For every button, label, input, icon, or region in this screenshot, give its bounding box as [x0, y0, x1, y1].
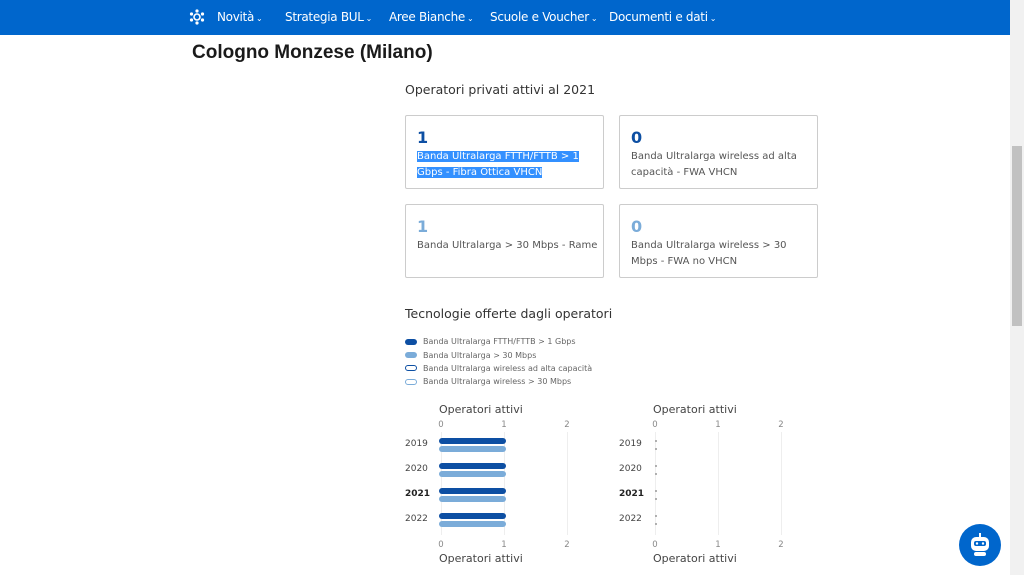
legend-swatch [405, 378, 417, 385]
axis-title-top: Operatori attivi [439, 403, 523, 416]
page-title: Cologno Monzese (Milano) [192, 42, 433, 63]
bar[interactable] [439, 438, 506, 444]
x-tick-label: 0 [438, 540, 444, 550]
y-tick-label: 2019 [619, 439, 642, 449]
bar-zero-marker [655, 473, 657, 475]
y-tick-label: 2022 [619, 514, 642, 524]
card-value: 1 [417, 128, 429, 147]
chevron-down-icon: ⌄ [466, 14, 474, 23]
technologies-title: Tecnologie offerte dagli operatori [405, 306, 613, 321]
axis-title-top: Operatori attivi [653, 403, 737, 416]
bar-zero-marker [655, 440, 657, 442]
x-tick-label: 1 [715, 420, 721, 430]
x-tick-label: 2 [778, 540, 784, 550]
x-tick-label: 0 [652, 540, 658, 550]
x-tick-label: 2 [564, 540, 570, 550]
bar-zero-marker [655, 498, 657, 500]
legend-item[interactable]: Banda Ultralarga FTTH/FTTB > 1 Gbps [405, 335, 592, 348]
bar[interactable] [439, 496, 506, 502]
bar-zero-marker [655, 465, 657, 467]
x-tick-label: 1 [715, 540, 721, 550]
x-tick-label: 2 [778, 420, 784, 430]
nav-label: Scuole e Voucher [490, 10, 589, 24]
logo-icon[interactable] [189, 9, 205, 25]
grid-line [441, 432, 442, 535]
chevron-down-icon: ⌄ [709, 14, 717, 23]
chevron-down-icon: ⌄ [590, 14, 598, 23]
chatbot-button[interactable] [959, 524, 1001, 566]
operator-card-ftth: 1 Banda Ultralarga FTTH/FTTB > 1 Gbps - … [405, 115, 604, 189]
grid-line [655, 432, 656, 535]
legend-swatch [405, 338, 417, 345]
nav-label: Novità [217, 10, 255, 24]
top-navbar: Novità ⌄ Strategia BUL ⌄ Aree Bianche ⌄ Scu… [0, 0, 1010, 35]
bar[interactable] [439, 488, 506, 494]
y-tick-label: 2021 [405, 489, 431, 499]
bar[interactable] [439, 463, 506, 469]
nav-scuole-voucher[interactable]: Scuole e Voucher ⌄ [490, 10, 598, 24]
bar[interactable] [439, 446, 506, 452]
robot-icon [971, 533, 989, 556]
nav-strategia-bul[interactable]: Strategia BUL ⌄ [285, 10, 372, 24]
card-label: Banda Ultralarga wireless > 30 Mbps - FW… [631, 240, 787, 267]
scrollbar-thumb[interactable] [1012, 146, 1022, 326]
y-tick-label: 2022 [405, 514, 428, 524]
x-tick-label: 0 [438, 420, 444, 430]
bar[interactable] [439, 513, 506, 519]
grid-line [781, 432, 782, 535]
card-label: Banda Ultralarga FTTH/FTTB > 1 Gbps - Fi… [417, 151, 579, 178]
grid-line [504, 432, 505, 535]
operator-card-fwa-no-vhcn: 0 Banda Ultralarga wireless > 30 Mbps - … [619, 204, 818, 278]
legend-item[interactable]: Banda Ultralarga wireless ad alta capaci… [405, 362, 592, 375]
card-label: Banda Ultralarga > 30 Mbps - Rame [417, 240, 598, 251]
x-tick-label: 0 [652, 420, 658, 430]
y-tick-label: 2020 [405, 464, 428, 474]
bar-zero-marker [655, 448, 657, 450]
y-tick-label: 2019 [405, 439, 428, 449]
y-tick-label: 2020 [619, 464, 642, 474]
nav-label: Documenti e dati [609, 10, 708, 24]
bar-zero-marker [655, 523, 657, 525]
nav-aree-bianche[interactable]: Aree Bianche ⌄ [389, 10, 474, 24]
card-value: 0 [631, 128, 643, 147]
operators-title: Operatori privati attivi al 2021 [405, 82, 596, 97]
operator-card-fwa-vhcn: 0 Banda Ultralarga wireless ad alta capa… [619, 115, 818, 189]
x-tick-label: 2 [564, 420, 570, 430]
bar-zero-marker [655, 490, 657, 492]
nav-label: Aree Bianche [389, 10, 465, 24]
legend-item[interactable]: Banda Ultralarga wireless > 30 Mbps [405, 375, 592, 388]
chart-legend: Banda Ultralarga FTTH/FTTB > 1 Gbps Band… [405, 335, 592, 389]
operator-card-rame: 1 Banda Ultralarga > 30 Mbps - Rame [405, 204, 604, 278]
y-tick-label: 2021 [619, 489, 645, 499]
x-tick-label: 1 [501, 420, 507, 430]
legend-item[interactable]: Banda Ultralarga > 30 Mbps [405, 348, 592, 361]
card-value: 1 [417, 217, 429, 236]
grid-line [718, 432, 719, 535]
legend-swatch [405, 365, 417, 372]
chevron-down-icon: ⌄ [256, 14, 263, 23]
axis-title-bottom: Operatori attivi [439, 552, 523, 565]
nav-label: Strategia BUL [285, 10, 364, 24]
bar[interactable] [439, 521, 506, 527]
legend-swatch [405, 352, 417, 359]
nav-documenti-dati[interactable]: Documenti e dati ⌄ [609, 10, 716, 24]
card-value: 0 [631, 217, 643, 236]
grid-line [567, 432, 568, 535]
bar[interactable] [439, 471, 506, 477]
chevron-down-icon: ⌄ [365, 14, 373, 23]
bar-zero-marker [655, 515, 657, 517]
nav-novita[interactable]: Novità ⌄ [217, 10, 263, 24]
card-label: Banda Ultralarga wireless ad alta capaci… [631, 151, 797, 178]
axis-title-bottom: Operatori attivi [653, 552, 737, 565]
x-tick-label: 1 [501, 540, 507, 550]
